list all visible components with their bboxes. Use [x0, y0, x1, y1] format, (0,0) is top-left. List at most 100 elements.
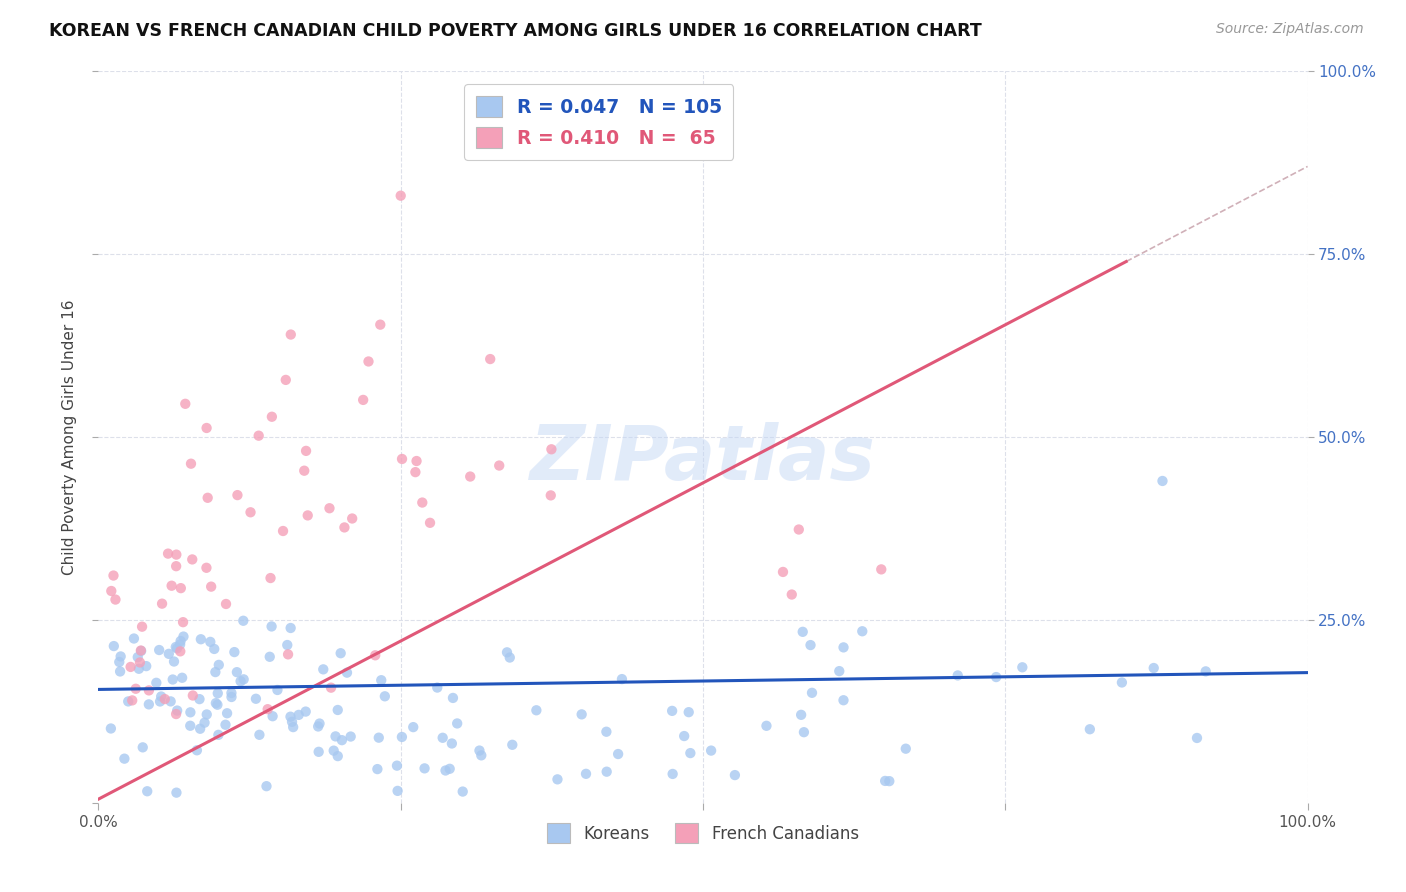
Point	[357, 354, 380, 368]
Point	[186, 743, 208, 757]
Point	[479, 352, 502, 367]
Point	[205, 696, 228, 710]
Point	[458, 469, 481, 483]
Point	[1078, 723, 1101, 737]
Point	[174, 397, 197, 411]
Point	[221, 686, 243, 700]
Point	[772, 565, 794, 579]
Point	[129, 656, 152, 670]
Point	[661, 704, 683, 718]
Point	[441, 690, 464, 705]
Point	[262, 709, 284, 723]
Point	[232, 614, 254, 628]
Point	[165, 559, 187, 574]
Point	[367, 731, 389, 745]
Point	[153, 692, 176, 706]
Point	[150, 690, 173, 704]
Point	[524, 703, 547, 717]
Point	[207, 686, 229, 700]
Point	[280, 621, 302, 635]
Point	[828, 664, 851, 678]
Point	[319, 681, 342, 695]
Point	[832, 640, 855, 655]
Point	[188, 722, 211, 736]
Point	[108, 665, 131, 679]
Point	[160, 579, 183, 593]
Point	[793, 725, 815, 739]
Point	[165, 640, 187, 654]
Point	[799, 638, 821, 652]
Point	[221, 690, 243, 704]
Point	[312, 662, 335, 676]
Point	[259, 571, 281, 585]
Text: Source: ZipAtlas.com: Source: ZipAtlas.com	[1216, 22, 1364, 37]
Point	[870, 562, 893, 576]
Point	[214, 717, 236, 731]
Point	[224, 645, 246, 659]
Point	[283, 720, 305, 734]
Point	[145, 675, 167, 690]
Point	[295, 443, 318, 458]
Point	[256, 702, 278, 716]
Point	[451, 784, 474, 798]
Point	[366, 762, 388, 776]
Point	[195, 707, 218, 722]
Point	[207, 698, 229, 712]
Point	[405, 454, 427, 468]
Point	[413, 761, 436, 775]
Point	[875, 773, 897, 788]
Point	[432, 731, 454, 745]
Point	[333, 520, 356, 534]
Point	[329, 646, 352, 660]
Point	[946, 668, 969, 682]
Point	[180, 457, 202, 471]
Point	[204, 665, 226, 679]
Point	[501, 738, 523, 752]
Point	[297, 508, 319, 523]
Point	[280, 327, 302, 342]
Point	[894, 741, 917, 756]
Point	[157, 647, 180, 661]
Point	[179, 719, 201, 733]
Point	[170, 581, 193, 595]
Point	[239, 505, 262, 519]
Point	[294, 705, 316, 719]
Point	[165, 548, 187, 562]
Point	[202, 642, 225, 657]
Point	[207, 728, 229, 742]
Point	[150, 597, 173, 611]
Text: ZIPatlas: ZIPatlas	[530, 422, 876, 496]
Point	[129, 644, 152, 658]
Point	[488, 458, 510, 473]
Point	[787, 523, 810, 537]
Point	[247, 428, 270, 442]
Point	[780, 588, 803, 602]
Point	[679, 746, 702, 760]
Point	[127, 650, 149, 665]
Point	[280, 709, 302, 723]
Point	[678, 705, 700, 719]
Point	[117, 694, 139, 708]
Point	[132, 740, 155, 755]
Point	[540, 488, 562, 502]
Point	[391, 452, 413, 467]
Point	[169, 644, 191, 658]
Point	[402, 720, 425, 734]
Point	[229, 674, 252, 689]
Point	[325, 730, 347, 744]
Point	[322, 744, 344, 758]
Point	[245, 691, 267, 706]
Point	[131, 620, 153, 634]
Point	[426, 681, 449, 695]
Point	[661, 767, 683, 781]
Point	[225, 665, 247, 680]
Point	[851, 624, 873, 639]
Point	[330, 733, 353, 747]
Point	[138, 683, 160, 698]
Point	[801, 686, 824, 700]
Point	[364, 648, 387, 663]
Point	[121, 693, 143, 707]
Point	[165, 707, 187, 722]
Point	[792, 624, 814, 639]
Point	[256, 779, 278, 793]
